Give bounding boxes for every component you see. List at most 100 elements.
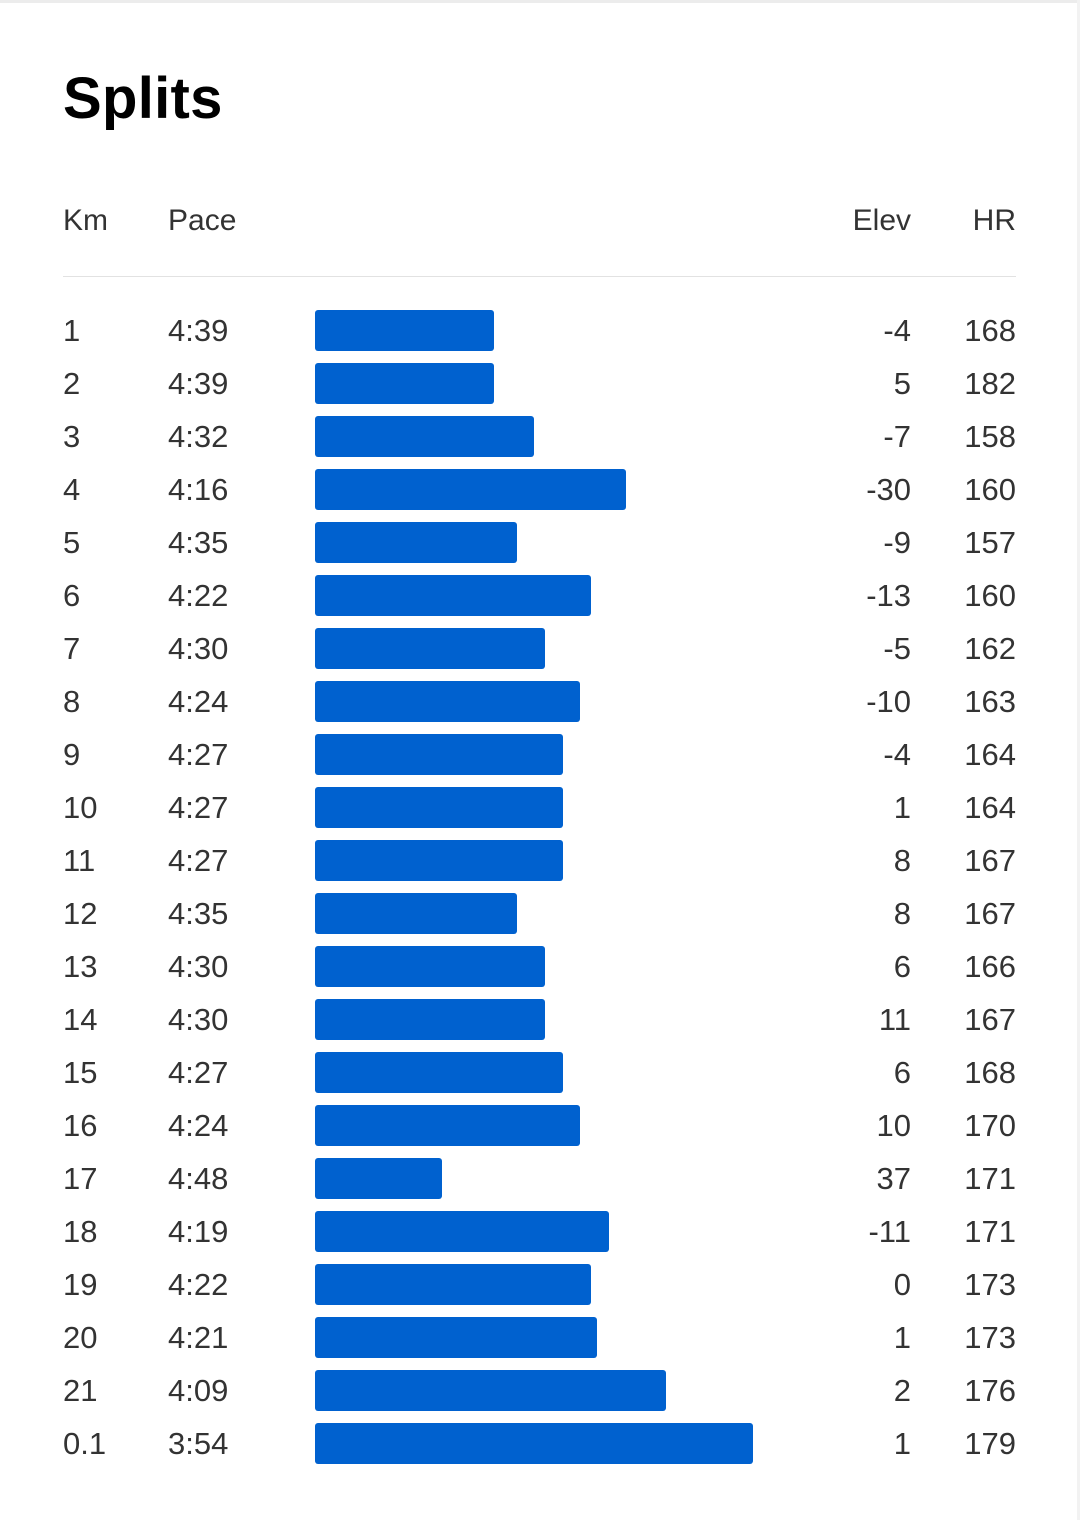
pace-bar [315,999,545,1040]
split-hr: 162 [964,631,1016,666]
page-title: Splits [63,66,223,131]
pace-bar [315,946,545,987]
table-row: 15 4:27 6 168 [0,1047,1080,1100]
split-elev: 37 [876,1161,911,1196]
split-elev: 10 [876,1108,911,1143]
split-km: 8 [63,684,81,719]
split-km: 13 [63,949,98,984]
split-pace: 4:35 [168,896,229,931]
table-row: 17 4:48 37 171 [0,1153,1080,1206]
pace-bar [315,416,534,457]
split-hr: 168 [964,1055,1016,1090]
split-elev: -7 [883,419,911,454]
split-elev: -5 [883,631,911,666]
split-km: 10 [63,790,98,825]
split-pace: 4:22 [168,1267,229,1302]
table-row: 4 4:16 -30 160 [0,464,1080,517]
pace-bar [315,893,517,934]
split-km: 14 [63,1002,98,1037]
pace-bar [315,575,591,616]
split-km: 18 [63,1214,98,1249]
split-elev: 8 [893,896,911,931]
split-pace: 4:27 [168,1055,229,1090]
split-km: 20 [63,1320,98,1355]
split-elev: -4 [883,313,911,348]
split-pace: 4:24 [168,684,229,719]
pace-bar [315,310,494,351]
table-row: 16 4:24 10 170 [0,1100,1080,1153]
split-pace: 4:27 [168,790,229,825]
split-elev: -9 [883,525,911,560]
split-elev: -13 [866,578,911,613]
split-elev: 1 [893,1426,911,1461]
split-km: 1 [63,313,81,348]
split-pace: 4:32 [168,419,229,454]
split-hr: 176 [964,1373,1016,1408]
table-row: 7 4:30 -5 162 [0,623,1080,676]
split-pace: 4:19 [168,1214,229,1249]
split-hr: 171 [964,1161,1016,1196]
column-header-elev: Elev [852,204,911,237]
column-header-pace: Pace [168,204,237,237]
pace-bar [315,1052,563,1093]
split-pace: 4:22 [168,578,229,613]
pace-bar [315,522,517,563]
pace-bar [315,469,626,510]
pace-bar [315,1317,597,1358]
split-elev: 5 [893,366,911,401]
table-row: 13 4:30 6 166 [0,941,1080,994]
table-row: 21 4:09 2 176 [0,1365,1080,1418]
split-hr: 171 [964,1214,1016,1249]
split-km: 2 [63,366,81,401]
split-pace: 4:48 [168,1161,229,1196]
split-pace: 4:39 [168,366,229,401]
split-hr: 158 [964,419,1016,454]
split-km: 19 [63,1267,98,1302]
split-pace: 4:16 [168,472,229,507]
table-row: 20 4:21 1 173 [0,1312,1080,1365]
table-row: 3 4:32 -7 158 [0,411,1080,464]
split-hr: 182 [964,366,1016,401]
pace-bar [315,1158,442,1199]
pace-bar [315,681,580,722]
split-elev: 1 [893,1320,911,1355]
pace-bar [315,628,545,669]
splits-table: 1 4:39 -4 168 2 4:39 5 182 3 4:32 -7 158 4 4:16 -30 160… [0,305,1080,1471]
table-row: 6 4:22 -13 160 [0,570,1080,623]
split-elev: -10 [866,684,911,719]
table-row: 0.1 3:54 1 179 [0,1418,1080,1471]
scrollbar-track[interactable] [1077,0,1080,1520]
pace-bar [315,1264,591,1305]
table-row: 8 4:24 -10 163 [0,676,1080,729]
split-pace: 4:30 [168,949,229,984]
split-hr: 179 [964,1426,1016,1461]
split-hr: 160 [964,578,1016,613]
split-pace: 3:54 [168,1426,229,1461]
split-elev: -4 [883,737,911,772]
split-hr: 173 [964,1267,1016,1302]
split-elev: 8 [893,843,911,878]
split-hr: 164 [964,790,1016,825]
split-km: 5 [63,525,81,560]
table-row: 1 4:39 -4 168 [0,305,1080,358]
split-pace: 4:27 [168,843,229,878]
pace-bar [315,787,563,828]
split-elev: -11 [868,1214,911,1249]
split-hr: 166 [964,949,1016,984]
split-hr: 167 [964,1002,1016,1037]
table-row: 12 4:35 8 167 [0,888,1080,941]
table-row: 9 4:27 -4 164 [0,729,1080,782]
column-header-km: Km [63,204,108,237]
split-elev: 6 [893,1055,911,1090]
split-hr: 170 [964,1108,1016,1143]
split-km: 3 [63,419,81,454]
split-pace: 4:30 [168,1002,229,1037]
pace-bar [315,734,563,775]
split-hr: 164 [964,737,1016,772]
split-pace: 4:39 [168,313,229,348]
split-hr: 167 [964,843,1016,878]
split-km: 7 [63,631,81,666]
pace-bar [315,1423,753,1464]
split-elev: 0 [893,1267,911,1302]
split-km: 6 [63,578,81,613]
